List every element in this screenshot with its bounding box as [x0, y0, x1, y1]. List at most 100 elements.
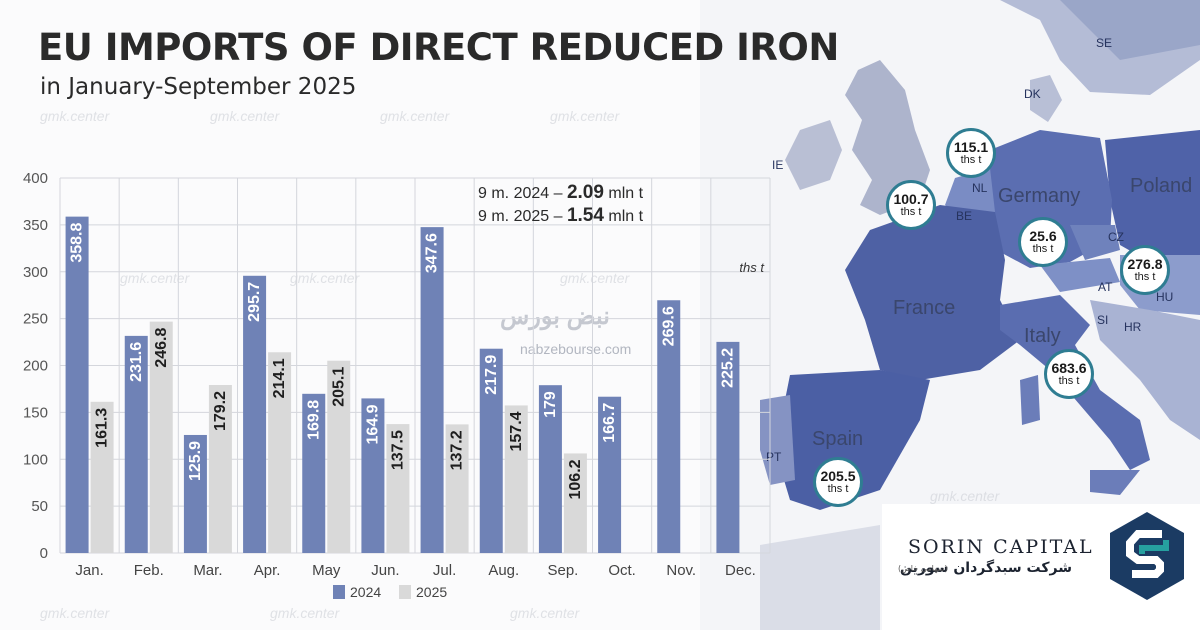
label-hr: HR	[1124, 320, 1142, 334]
bar-2025-jun	[386, 424, 410, 553]
bar-value-label: 179	[542, 391, 559, 418]
bubble-value: 25.6	[1029, 228, 1057, 244]
region-ie	[785, 120, 842, 190]
region-sicily	[1090, 470, 1140, 495]
bar-2024-sep	[538, 385, 562, 553]
bar-2025-feb	[149, 321, 173, 553]
total-2025-unit: mln t	[608, 208, 644, 225]
bar-value-label: 225.2	[719, 348, 736, 388]
region-balkans	[1090, 300, 1200, 440]
region-france	[845, 205, 1020, 380]
watermark: gmk.center	[380, 108, 450, 124]
bar-2024-jun	[361, 398, 385, 553]
bubble-germany: 25.6 ths t	[1018, 217, 1068, 267]
brand-fa-name: شرکت سبدگردان سورین	[900, 560, 1072, 576]
bar-chart: 358.8 161.3 231.6 246.8 125.9 179.2 295.7 214.1…	[23, 170, 771, 600]
bar-value-label: 179.2	[212, 391, 229, 431]
bar-value-label: 205.1	[330, 367, 347, 407]
bubble-unit: ths t	[960, 154, 982, 166]
x-tick-label: Jun.	[371, 562, 399, 579]
label-italy: Italy	[1024, 325, 1061, 347]
brand-name: SORIN CAPITAL	[908, 536, 1094, 558]
chart-subtitle: in January-September 2025	[40, 74, 357, 100]
label-ie: IE	[772, 158, 784, 172]
bubble-unit: ths t	[827, 483, 849, 495]
bar-value-label: 137.2	[449, 430, 466, 470]
label-si: SI	[1097, 313, 1109, 327]
x-tick-label: Dec.	[725, 562, 756, 579]
bubble-italy: 683.6 ths t	[1044, 349, 1094, 399]
bar-value-label: 214.1	[271, 358, 288, 398]
bar-2024-may	[302, 393, 326, 553]
x-tick-label: Nov.	[666, 562, 696, 579]
legend-label: 2025	[416, 584, 447, 600]
bar-2024-dec	[716, 341, 740, 553]
y-tick-label: 250	[23, 311, 48, 328]
y-tick-label: 350	[23, 217, 48, 234]
region-sardinia	[1020, 375, 1040, 425]
watermark: gmk.center	[120, 270, 190, 286]
bubble-value: 276.8	[1127, 256, 1163, 272]
watermark: gmk.center	[40, 108, 110, 124]
bubble-unit: ths t	[1134, 271, 1156, 283]
bubble-value: 115.1	[953, 139, 989, 155]
bar-2024-oct	[598, 396, 622, 553]
label-poland: Poland	[1130, 175, 1193, 197]
label-germany: Germany	[998, 185, 1081, 207]
bubble-be: 100.7 ths t	[886, 180, 936, 230]
bubble-unit: ths t	[1032, 243, 1054, 255]
x-tick-label: Jul.	[433, 562, 456, 579]
bar-2024-nov	[657, 300, 681, 553]
label-at: AT	[1098, 280, 1113, 294]
bar-value-label: 164.9	[364, 404, 381, 444]
bar-value-label: 125.9	[187, 441, 204, 481]
bar-2025-mar	[208, 385, 232, 553]
bar-value-label: 157.4	[508, 411, 525, 451]
x-tick-label: Jan.	[75, 562, 103, 579]
bars	[65, 216, 740, 553]
y-tick-label: 50	[31, 498, 48, 515]
brand-fa-subtitle: (سهامی خاص)	[898, 564, 948, 573]
x-tick-label: Feb.	[134, 562, 164, 579]
sorin-capital-branding: SORIN CAPITAL شرکت سبدگردان سورین (سهامی…	[882, 504, 1200, 630]
bubble-austria: 276.8 ths t	[1120, 245, 1170, 295]
bar-value-label: 231.6	[128, 342, 145, 382]
region-portugal	[760, 395, 795, 485]
legend-label: 2024	[350, 584, 381, 600]
y-tick-label: 100	[23, 451, 48, 468]
legend-swatch	[333, 585, 345, 599]
bar-value-label: 246.8	[153, 328, 170, 368]
label-nl: NL	[972, 181, 988, 195]
region-se	[1060, 0, 1200, 60]
total-2024-value: 2.09	[566, 182, 604, 203]
region-poland	[1105, 130, 1200, 265]
totals-annotation: 9 m. 2024 – 2.09 mln t 9 m. 2025 – 1.54 …	[478, 182, 643, 228]
label-se: SE	[1096, 36, 1113, 50]
bar-value-label: 106.2	[567, 459, 584, 499]
chart-title: EU IMPORTS OF DIRECT REDUCED IRON	[38, 26, 839, 69]
sorin-logo-icon	[1110, 512, 1184, 600]
bubble-value: 205.5	[820, 468, 856, 484]
total-2024-label: 9 m. 2024 –	[478, 185, 563, 202]
y-tick-label: 400	[23, 170, 48, 187]
bar-value-label: 269.6	[660, 306, 677, 346]
label-dk: DK	[1024, 87, 1041, 101]
bar-2025-sep	[563, 453, 587, 553]
region-north-africa	[760, 525, 880, 630]
legend-swatch	[399, 585, 411, 599]
watermark: gmk.center	[40, 605, 110, 621]
bubble-value: 683.6	[1051, 360, 1087, 376]
label-hu: HU	[1156, 290, 1174, 304]
bar-value-label: 137.5	[389, 430, 406, 470]
legend: 2024 2025	[333, 584, 447, 600]
watermark: gmk.center	[510, 605, 580, 621]
region-dk	[1030, 75, 1062, 122]
x-tick-label: May	[312, 562, 341, 579]
value-labels: 358.8 161.3 231.6 246.8 125.9 179.2 295.7 214.1…	[69, 223, 737, 500]
region-uk	[845, 60, 930, 215]
bar-2024-jan	[65, 216, 89, 553]
x-tick-label: Apr.	[254, 562, 281, 579]
bubble-value: 100.7	[893, 191, 929, 207]
